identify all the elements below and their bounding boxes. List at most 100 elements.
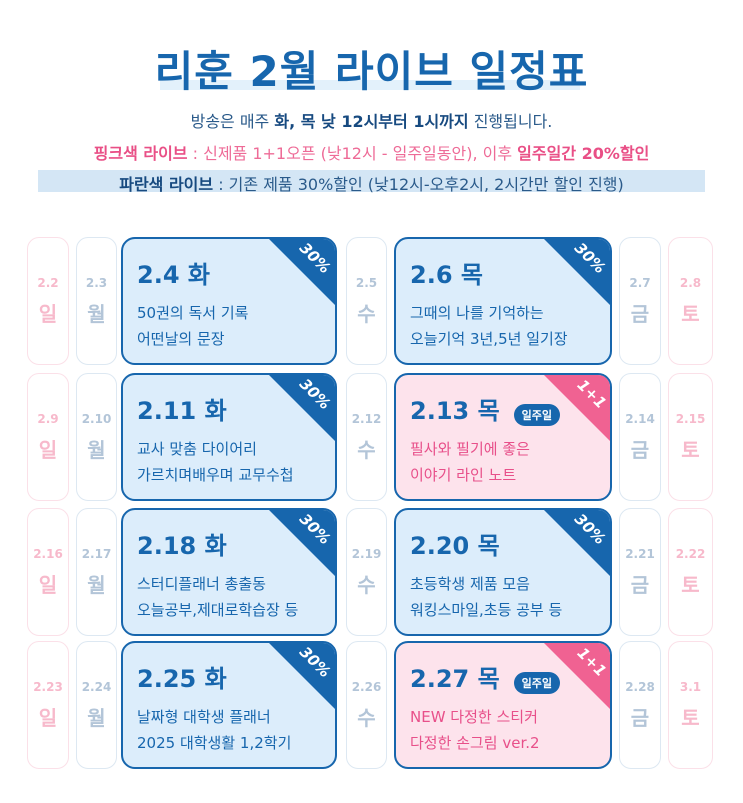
day-date: 2.14 <box>625 412 655 426</box>
live-date: 2.20 목 <box>410 532 500 560</box>
day-date: 2.7 <box>629 276 651 290</box>
info-bold: 화, 목 낮 12시부터 1시까지 <box>274 112 469 131</box>
day-sun: 2.23 일 <box>27 641 69 769</box>
day-name: 금 <box>630 706 650 730</box>
product-line: 오늘공부,제대로학습장 등 <box>137 601 299 619</box>
day-sat: 2.8 토 <box>668 237 713 365</box>
day-name: 월 <box>87 573 106 597</box>
live-card[interactable]: 30% 2.11 화 교사 맞춤 다이어리 가르치며배우며 교무수첩 <box>121 373 337 501</box>
day-date: 2.10 <box>81 412 112 426</box>
day-date: 2.24 <box>81 680 112 694</box>
day-sun: 2.16 일 <box>27 508 69 636</box>
ribbon-label: 30% <box>295 509 335 549</box>
day-name: 수 <box>357 438 376 462</box>
day-name: 금 <box>630 438 650 462</box>
live-date: 2.6 목 <box>410 261 483 289</box>
day-name: 금 <box>630 302 650 326</box>
day-sat: 2.22 토 <box>668 508 713 636</box>
pink-text: : 신제품 1+1오픈 (낮12시 - 일주일동안), 이후 <box>187 144 518 163</box>
live-card[interactable]: 1+1 2.27 목 일주일 NEW 다정한 스티커 다정한 손그림 ver.2 <box>394 641 612 769</box>
day-fri: 2.28 금 <box>619 641 661 769</box>
blue-info-highlight <box>38 170 705 192</box>
week-row: 2.2 일 2.3 월 30% 2.4 화 50권의 독서 기록 어떤날의 문장 2.5 수 30%… <box>0 237 743 365</box>
ribbon-label: 30% <box>570 509 610 549</box>
ribbon-label: 1+1 <box>573 643 610 681</box>
live-card[interactable]: 30% 2.6 목 그때의 나를 기억하는 오늘기억 3년,5년 일기장 <box>394 237 612 365</box>
day-date: 2.17 <box>81 547 112 561</box>
day-date: 2.2 <box>37 276 59 290</box>
product-line: 가르치며배우며 교무수첩 <box>137 466 294 484</box>
info-text: 진행됩니다. <box>468 112 553 131</box>
broadcast-info: 방송은 매주 화, 목 낮 12시부터 1시까지 진행됩니다. <box>0 108 743 132</box>
product-line: 필사와 필기에 좋은 <box>410 440 530 458</box>
day-name: 일 <box>38 302 58 326</box>
page-title: 리훈 2월 라이브 일정표 <box>154 47 589 96</box>
day-sat: 2.15 토 <box>668 373 713 501</box>
live-date: 2.11 화 <box>137 397 227 425</box>
product-line: 날짜형 대학생 플래너 <box>137 708 271 726</box>
product-line: 스터디플래너 총출동 <box>137 575 266 593</box>
live-date: 2.27 목 <box>410 665 500 693</box>
day-date: 2.19 <box>351 547 382 561</box>
day-date: 2.21 <box>625 547 655 561</box>
blue-label: 파란색 라이브 <box>119 175 214 194</box>
day-date: 2.16 <box>33 547 63 561</box>
day-name: 월 <box>87 438 106 462</box>
blue-text: : 기존 제품 30%할인 (낮12시-오후2시, 2시간만 할인 진행) <box>213 175 624 194</box>
day-mon: 2.3 월 <box>76 237 117 365</box>
day-fri: 2.7 금 <box>619 237 661 365</box>
day-sun: 2.9 일 <box>27 373 69 501</box>
day-wed: 2.5 수 <box>346 237 387 365</box>
day-sun: 2.2 일 <box>27 237 69 365</box>
day-date: 2.12 <box>351 412 382 426</box>
day-date: 2.9 <box>37 412 59 426</box>
ribbon-label: 30% <box>295 642 335 682</box>
day-name: 월 <box>87 302 106 326</box>
day-date: 2.26 <box>351 680 382 694</box>
live-card[interactable]: 30% 2.4 화 50권의 독서 기록 어떤날의 문장 <box>121 237 337 365</box>
day-date: 2.3 <box>85 276 108 290</box>
day-mon: 2.17 월 <box>76 508 117 636</box>
week-badge: 일주일 <box>513 403 561 426</box>
product-line: 50권의 독서 기록 <box>137 304 249 322</box>
day-name: 수 <box>357 573 376 597</box>
live-date: 2.18 화 <box>137 532 227 560</box>
product-line: 그때의 나를 기억하는 <box>410 304 544 322</box>
product-line: 이야기 라인 노트 <box>410 466 517 484</box>
product-line: 교사 맞춤 다이어리 <box>137 440 257 458</box>
info-text: 방송은 매주 <box>190 112 275 131</box>
live-card[interactable]: 1+1 2.13 목 일주일 필사와 필기에 좋은 이야기 라인 노트 <box>394 373 612 501</box>
day-sat: 3.1 토 <box>668 641 713 769</box>
pink-label: 핑크색 라이브 <box>93 144 188 163</box>
ribbon-label: 1+1 <box>573 375 610 413</box>
day-name: 월 <box>87 706 106 730</box>
week-badge: 일주일 <box>513 671 561 694</box>
ribbon-label: 30% <box>570 238 610 278</box>
day-name: 수 <box>357 706 376 730</box>
day-mon: 2.24 월 <box>76 641 117 769</box>
product-line: 초등학생 제품 모음 <box>410 575 530 593</box>
day-fri: 2.21 금 <box>619 508 661 636</box>
product-line: 워킹스마일,초등 공부 등 <box>410 601 563 619</box>
product-line: 다정한 손그림 ver.2 <box>410 734 540 752</box>
day-name: 일 <box>38 438 58 462</box>
product-line: 2025 대학생활 1,2학기 <box>137 734 292 752</box>
day-fri: 2.14 금 <box>619 373 661 501</box>
day-mon: 2.10 월 <box>76 373 117 501</box>
day-date: 3.1 <box>679 680 702 694</box>
pink-bold: 일주일간 20%할인 <box>517 144 650 163</box>
day-date: 2.28 <box>625 680 655 694</box>
pink-live-info: 핑크색 라이브 : 신제품 1+1오픈 (낮12시 - 일주일동안), 이후 일… <box>0 140 743 164</box>
ribbon-label: 30% <box>295 238 335 278</box>
day-name: 토 <box>681 302 700 326</box>
day-wed: 2.19 수 <box>346 508 387 636</box>
day-name: 토 <box>681 573 700 597</box>
live-date: 2.25 화 <box>137 665 227 693</box>
blue-live-info: 파란색 라이브 : 기존 제품 30%할인 (낮12시-오후2시, 2시간만 할… <box>0 171 743 195</box>
product-line: 어떤날의 문장 <box>137 330 225 348</box>
